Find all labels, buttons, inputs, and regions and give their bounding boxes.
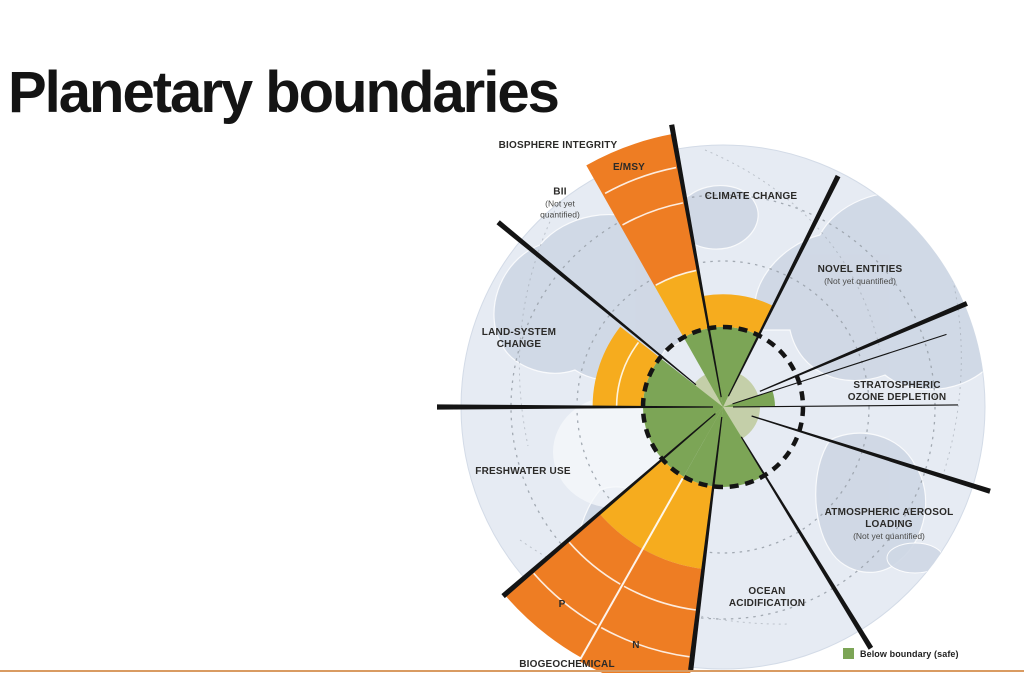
needle-divider (727, 174, 841, 397)
needle-divider (688, 416, 723, 671)
wedge-climate-change (703, 294, 773, 407)
page-title: Planetary boundaries (8, 59, 560, 125)
reference-dotted-circle (510, 194, 936, 620)
wedge-land-system-change (592, 326, 723, 407)
wedge-freshwater-use (643, 407, 723, 460)
thin-divider-line (732, 333, 947, 405)
needle-divider (740, 436, 874, 650)
needle-divider (751, 415, 991, 494)
planetary-boundary-dashed-circle (640, 324, 806, 490)
needle-divider (501, 413, 716, 599)
needle-divider (496, 220, 697, 386)
wedge-biogeochemical-p (504, 407, 723, 658)
wedge-biogeochemical-n (579, 407, 723, 673)
sector-needles (437, 124, 991, 671)
needle-divider (437, 404, 713, 410)
needle-divider (669, 124, 722, 398)
legend-label: Below boundary (safe) (860, 648, 959, 659)
legend-swatch-safe (843, 648, 854, 659)
wedge-ocean-acidification (713, 407, 765, 488)
legend: Below boundary (safe) (843, 648, 959, 659)
bottom-divider-rule (0, 670, 1024, 672)
thin-divider-line (732, 404, 958, 408)
wedge-emsy (586, 134, 723, 407)
needle-divider (759, 301, 968, 392)
wedge-layer (504, 134, 775, 673)
wedge-divider-n-p (579, 477, 684, 660)
